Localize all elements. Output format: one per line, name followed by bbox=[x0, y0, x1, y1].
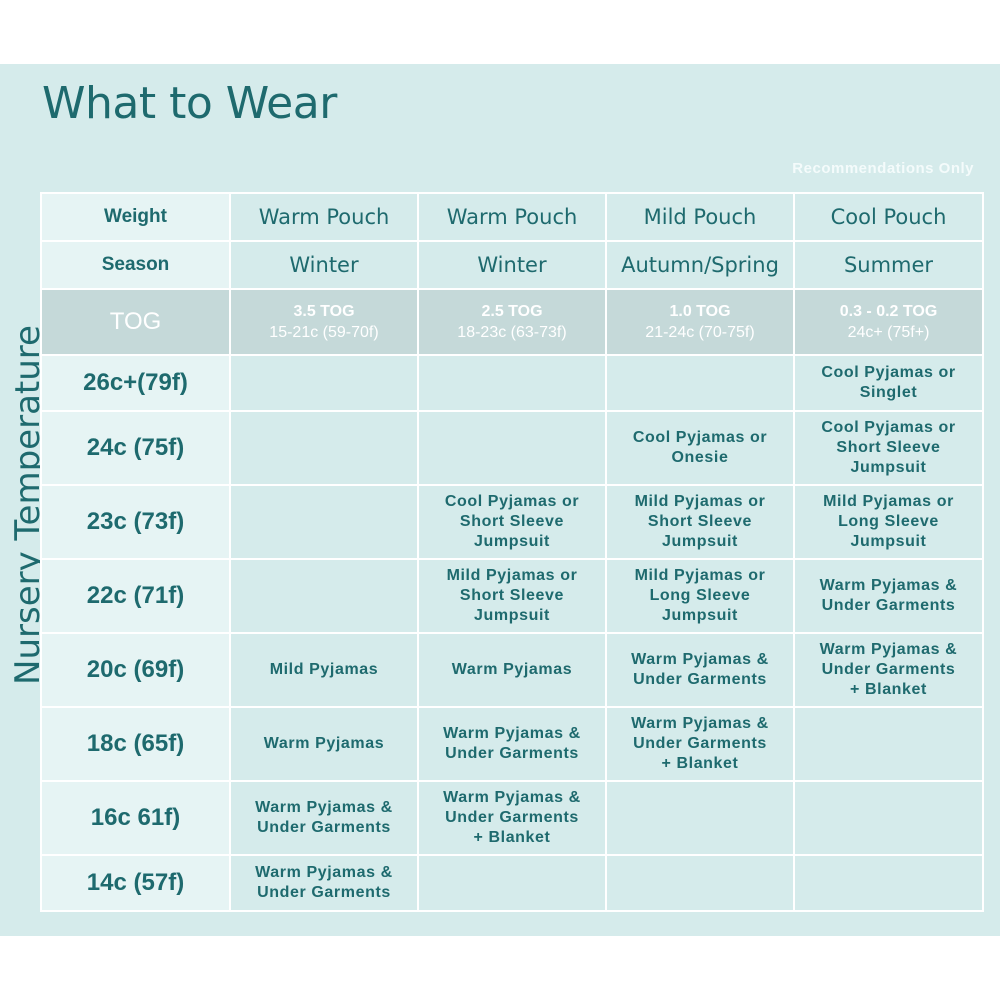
temperature-row: 23c (73f) Cool Pyjamas or Short Sleeve Jump… bbox=[40, 484, 984, 560]
page-title: What to Wear bbox=[42, 78, 337, 129]
tog-cell: 3.5 TOG 15-21c (59-70f) bbox=[229, 288, 419, 356]
clothing-cell bbox=[793, 854, 984, 912]
clothing-cell: Cool Pyjamas or Short Sleeve Jumpsuit bbox=[793, 410, 984, 486]
clothing-cell bbox=[605, 854, 795, 912]
tog-temp-range: 18-23c (63-73f) bbox=[457, 324, 567, 341]
recommendations-note: Recommendations Only bbox=[792, 160, 974, 177]
clothing-cell: Cool Pyjamas or Singlet bbox=[793, 354, 984, 412]
clothing-cell bbox=[229, 558, 419, 634]
temperature-label: 16c 61f) bbox=[40, 780, 231, 856]
temperature-label: 23c (73f) bbox=[40, 484, 231, 560]
season-label: Season bbox=[40, 240, 231, 290]
clothing-cell: Cool Pyjamas or Onesie bbox=[605, 410, 795, 486]
tog-cell: 0.3 - 0.2 TOG 24c+ (75f+) bbox=[793, 288, 984, 356]
temperature-row: 24c (75f) Cool Pyjamas or Onesie Cool Pyjam… bbox=[40, 410, 984, 486]
weight-cell: Warm Pouch bbox=[417, 192, 607, 242]
tog-label: TOG bbox=[40, 288, 231, 356]
season-cell: Winter bbox=[229, 240, 419, 290]
tog-value: 1.0 TOG bbox=[669, 303, 731, 320]
tog-row: TOG 3.5 TOG 15-21c (59-70f) 2.5 TOG 18-2… bbox=[40, 288, 984, 356]
weight-cell: Cool Pouch bbox=[793, 192, 984, 242]
temperature-label: 22c (71f) bbox=[40, 558, 231, 634]
tog-cell: 1.0 TOG 21-24c (70-75f) bbox=[605, 288, 795, 356]
clothing-cell bbox=[793, 706, 984, 782]
season-cell: Summer bbox=[793, 240, 984, 290]
tog-cell: 2.5 TOG 18-23c (63-73f) bbox=[417, 288, 607, 356]
tog-temp-range: 24c+ (75f+) bbox=[847, 324, 930, 341]
clothing-cell bbox=[793, 780, 984, 856]
temperature-row: 20c (69f) Mild Pyjamas Warm Pyjamas Warm Py… bbox=[40, 632, 984, 708]
clothing-cell: Mild Pyjamas or Short Sleeve Jumpsuit bbox=[605, 484, 795, 560]
clothing-cell: Mild Pyjamas bbox=[229, 632, 419, 708]
clothing-cell bbox=[417, 410, 607, 486]
clothing-cell: Warm Pyjamas bbox=[229, 706, 419, 782]
clothing-cell: Warm Pyjamas & Under Garments bbox=[605, 632, 795, 708]
clothing-cell bbox=[417, 354, 607, 412]
clothing-cell: Cool Pyjamas or Short Sleeve Jumpsuit bbox=[417, 484, 607, 560]
temperature-label: 20c (69f) bbox=[40, 632, 231, 708]
weight-row: Weight Warm Pouch Warm Pouch Mild Pouch … bbox=[40, 192, 984, 242]
tog-value: 2.5 TOG bbox=[481, 303, 543, 320]
temperature-row: 22c (71f) Mild Pyjamas or Short Sleeve Jump… bbox=[40, 558, 984, 634]
clothing-cell bbox=[605, 354, 795, 412]
tog-value: 3.5 TOG bbox=[293, 303, 355, 320]
temperature-row: 14c (57f) Warm Pyjamas & Under Garments bbox=[40, 854, 984, 912]
season-cell: Autumn/Spring bbox=[605, 240, 795, 290]
temperature-row: 18c (65f) Warm Pyjamas Warm Pyjamas & Under… bbox=[40, 706, 984, 782]
weight-cell: Mild Pouch bbox=[605, 192, 795, 242]
clothing-cell: Warm Pyjamas & Under Garments bbox=[793, 558, 984, 634]
season-cell: Winter bbox=[417, 240, 607, 290]
clothing-cell: Warm Pyjamas & Under Garments + Blanket bbox=[793, 632, 984, 708]
temperature-label: 14c (57f) bbox=[40, 854, 231, 912]
clothing-cell bbox=[229, 354, 419, 412]
season-row: Season Winter Winter Autumn/Spring Summe… bbox=[40, 240, 984, 290]
temperature-row: 16c 61f) Warm Pyjamas & Under Garments Warm… bbox=[40, 780, 984, 856]
tog-temp-range: 15-21c (59-70f) bbox=[269, 324, 379, 341]
temperature-label: 24c (75f) bbox=[40, 410, 231, 486]
temperature-row: 26c+(79f) Cool Pyjamas or Singlet bbox=[40, 354, 984, 412]
tog-value: 0.3 - 0.2 TOG bbox=[839, 303, 938, 320]
clothing-cell: Warm Pyjamas & Under Garments bbox=[229, 780, 419, 856]
temperature-label: 18c (65f) bbox=[40, 706, 231, 782]
clothing-cell: Mild Pyjamas or Long Sleeve Jumpsuit bbox=[605, 558, 795, 634]
tog-temp-range: 21-24c (70-75f) bbox=[645, 324, 755, 341]
clothing-cell: Warm Pyjamas & Under Garments bbox=[417, 706, 607, 782]
weight-label: Weight bbox=[40, 192, 231, 242]
clothing-cell bbox=[605, 780, 795, 856]
clothing-cell: Mild Pyjamas or Long Sleeve Jumpsuit bbox=[793, 484, 984, 560]
clothing-cell: Warm Pyjamas & Under Garments bbox=[229, 854, 419, 912]
clothing-cell: Warm Pyjamas & Under Garments + Blanket bbox=[605, 706, 795, 782]
what-to-wear-table: Weight Warm Pouch Warm Pouch Mild Pouch … bbox=[40, 192, 984, 912]
temperature-label: 26c+(79f) bbox=[40, 354, 231, 412]
clothing-cell bbox=[417, 854, 607, 912]
clothing-cell: Mild Pyjamas or Short Sleeve Jumpsuit bbox=[417, 558, 607, 634]
clothing-cell bbox=[229, 484, 419, 560]
clothing-cell: Warm Pyjamas bbox=[417, 632, 607, 708]
clothing-cell bbox=[229, 410, 419, 486]
clothing-cell: Warm Pyjamas & Under Garments + Blanket bbox=[417, 780, 607, 856]
weight-cell: Warm Pouch bbox=[229, 192, 419, 242]
